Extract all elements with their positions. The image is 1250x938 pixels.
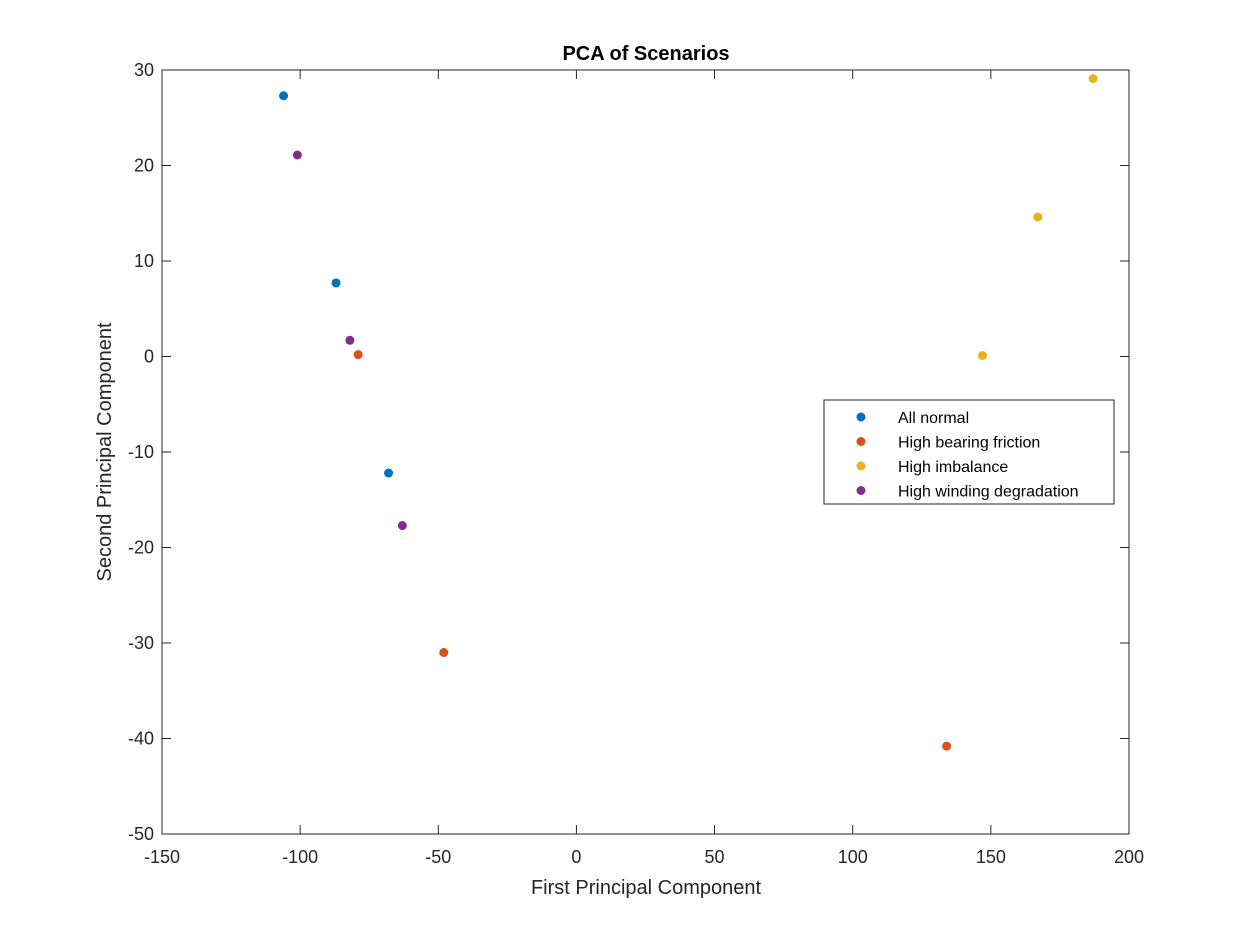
legend-marker [856, 486, 866, 495]
x-tick-label: 50 [705, 847, 725, 867]
data-point-series-2 [1033, 212, 1043, 222]
y-tick-label: -20 [128, 538, 154, 558]
axis-ticks: -150 -100 -50 0 50 100 150 2003020100-10-20-30-… [128, 60, 1144, 867]
x-axis-label: First Principal Component [531, 877, 762, 899]
x-tick-label: 200 [1114, 847, 1144, 867]
y-tick-label: 30 [134, 60, 154, 80]
data-point-series-0 [331, 278, 341, 288]
y-tick-label: -10 [128, 442, 154, 462]
legend-items: All normal High bearing friction High imba… [856, 410, 1079, 501]
y-tick-label: -40 [128, 729, 154, 749]
x-tick-label: 150 [976, 847, 1006, 867]
legend-box [823, 399, 1115, 505]
legend-marker [856, 437, 866, 446]
x-tick-label: -100 [282, 847, 318, 867]
data-point-series-2 [1088, 74, 1098, 84]
data-point-series-3 [397, 521, 407, 531]
legend-label: High winding degradation [898, 484, 1079, 501]
legend-marker [856, 412, 866, 422]
x-tick-label: -50 [425, 847, 451, 867]
legend-label: High bearing friction [898, 435, 1040, 452]
x-tick-label: -150 [144, 847, 180, 867]
legend-label: High imbalance [898, 459, 1008, 476]
chart-title: PCA of Scenarios [562, 43, 729, 65]
y-axis-label: Second Principal Component [94, 322, 116, 581]
data-point-series-0 [279, 91, 289, 101]
data-point-series-3 [345, 335, 355, 345]
data-point-series-1 [942, 741, 952, 751]
data-point-series-0 [384, 468, 394, 478]
legend-marker [856, 461, 866, 471]
y-tick-label: -50 [128, 824, 154, 844]
y-tick-label: 20 [134, 156, 154, 176]
data-point-series-2 [978, 351, 988, 361]
data-point-series-3 [292, 150, 302, 160]
y-tick-label: 0 [144, 347, 154, 367]
data-point-series-1 [353, 350, 363, 360]
legend: All normal High bearing friction High imba… [823, 399, 1115, 505]
y-tick-label: 10 [134, 251, 154, 271]
legend-label: All normal [898, 410, 969, 427]
data-points [279, 74, 1098, 751]
x-tick-label: 100 [838, 847, 868, 867]
y-tick-label: -30 [128, 633, 154, 653]
x-tick-label: 0 [571, 847, 581, 867]
data-point-series-1 [439, 648, 449, 658]
